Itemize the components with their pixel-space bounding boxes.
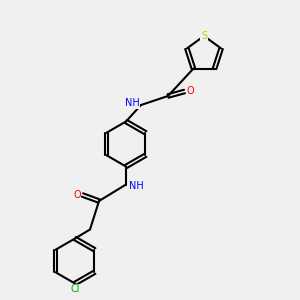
Text: Cl: Cl bbox=[70, 284, 80, 295]
Text: NH: NH bbox=[129, 181, 144, 191]
Text: S: S bbox=[201, 31, 207, 41]
Text: O: O bbox=[73, 190, 81, 200]
Text: NH: NH bbox=[124, 98, 140, 109]
Text: O: O bbox=[186, 86, 194, 97]
